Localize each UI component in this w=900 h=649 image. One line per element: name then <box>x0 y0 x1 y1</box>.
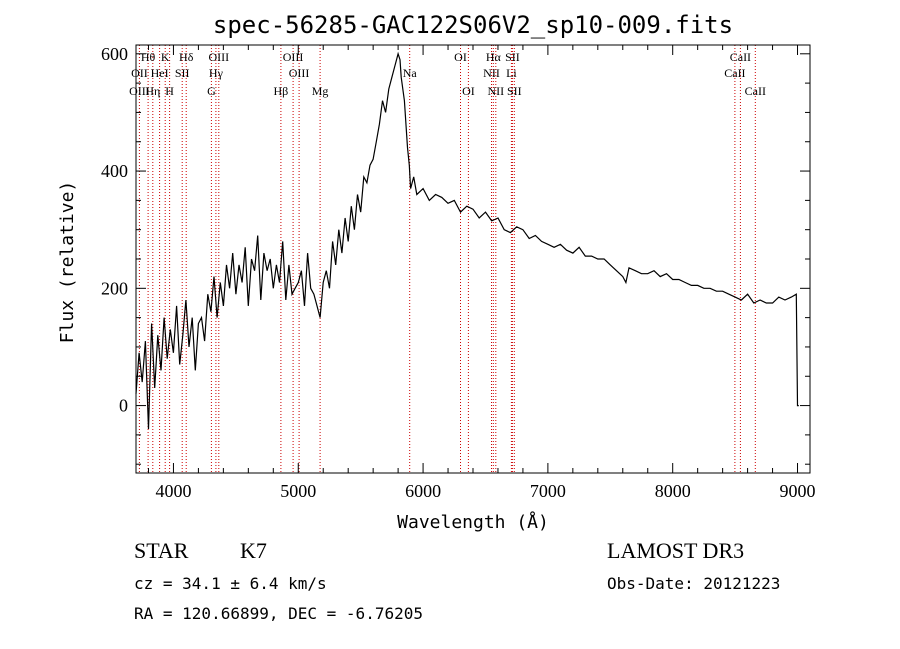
y-tick-label: 200 <box>101 278 128 298</box>
emission-line-label: OIII <box>208 50 229 64</box>
emission-line-label: Hθ <box>141 50 156 64</box>
redshift-text: cz = 34.1 ± 6.4 km/s <box>134 574 327 593</box>
emission-line-label: OIII <box>283 50 304 64</box>
emission-line-label: CaII <box>724 66 745 80</box>
x-tick-label: 6000 <box>405 481 441 501</box>
emission-line-label: Hβ <box>274 84 289 98</box>
emission-line-label: SII <box>507 84 522 98</box>
emission-line-label: NII <box>487 84 504 98</box>
emission-line-label: OIII <box>289 66 310 80</box>
x-tick-label: 5000 <box>280 481 316 501</box>
emission-line-label: HeI <box>151 66 169 80</box>
emission-line-label: Li <box>506 66 517 80</box>
object-subclass: K7 <box>240 538 267 563</box>
emission-line-label: Na <box>403 66 418 80</box>
emission-line-label: SII <box>175 66 190 80</box>
emission-line-label: Hη <box>145 84 160 98</box>
plot-frame <box>135 44 811 474</box>
survey-label: LAMOST DR3 <box>607 538 744 563</box>
emission-line-label: CaII <box>745 84 766 98</box>
emission-line-label: CaII <box>730 50 751 64</box>
y-tick-label: 600 <box>101 44 128 64</box>
object-class: STAR <box>134 538 189 563</box>
emission-line-label: K <box>161 50 170 64</box>
emission-line-label: OI <box>462 84 475 98</box>
emission-line-label: Hγ <box>209 66 224 80</box>
y-axis-label: Flux (relative) <box>57 181 78 344</box>
x-axis: 4000 5000 6000 7000 8000 9000 <box>147 45 816 501</box>
y-tick-label: 400 <box>101 161 128 181</box>
chart-title: spec-56285-GAC122S06V2_sp10-009.fits <box>213 11 733 39</box>
emission-line-label: SII <box>505 50 520 64</box>
emission-line-label: G <box>207 84 216 98</box>
emission-line-label: NII <box>483 66 500 80</box>
emission-line-label: Hδ <box>179 50 194 64</box>
emission-line-label: OII <box>131 66 148 80</box>
x-tick-label: 4000 <box>155 481 191 501</box>
y-axis: 0 200 400 600 <box>101 44 810 465</box>
x-tick-label: 7000 <box>530 481 566 501</box>
x-tick-label: 9000 <box>780 481 816 501</box>
obs-date-text: Obs-Date: 20121223 <box>607 574 780 593</box>
emission-line-label: H <box>165 84 174 98</box>
x-tick-label: 8000 <box>655 481 691 501</box>
emission-line-label: Hα <box>486 50 502 64</box>
emission-line-label: OIII <box>129 84 150 98</box>
x-axis-label: Wavelength (Å) <box>397 511 549 533</box>
coords-text: RA = 120.66899, DEC = -6.76205 <box>134 604 423 623</box>
emission-line-label: OI <box>454 50 467 64</box>
y-tick-label: 0 <box>119 396 128 416</box>
spectrum-line <box>135 51 799 430</box>
emission-line-label: Mg <box>312 84 329 98</box>
